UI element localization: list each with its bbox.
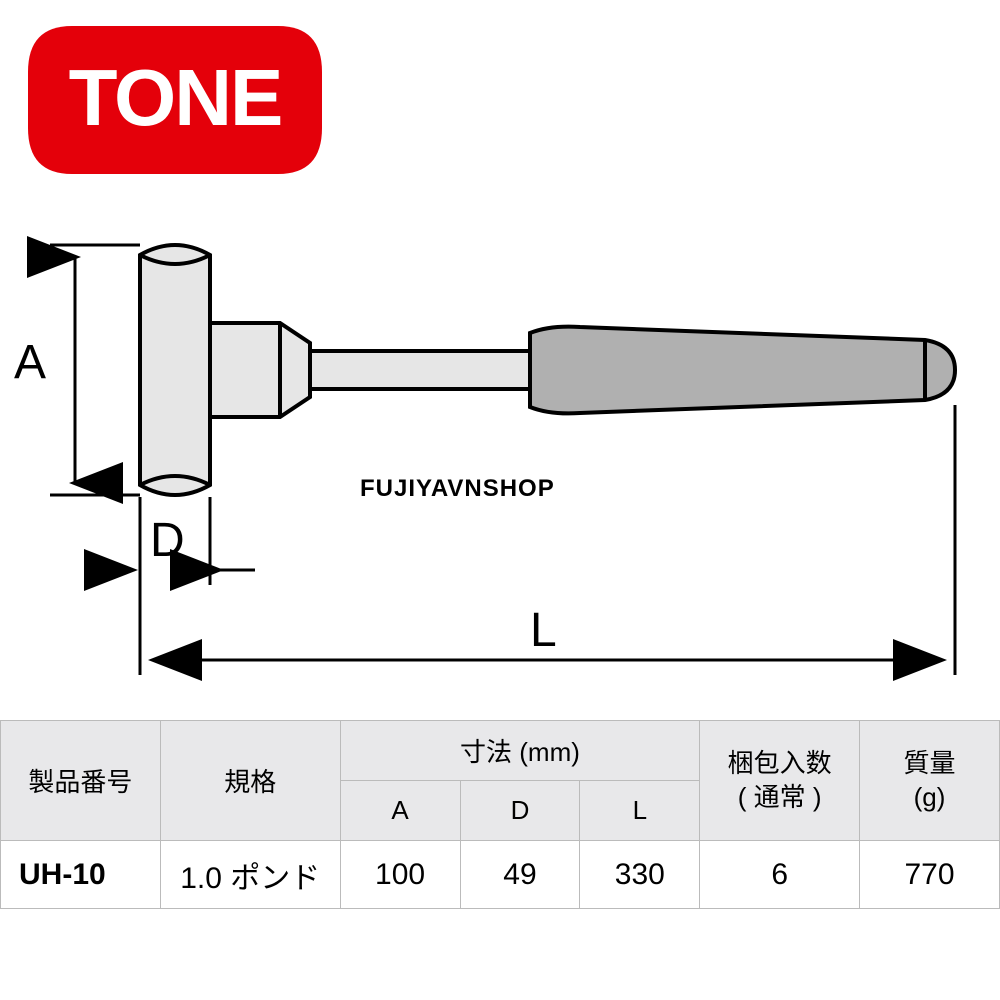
hammer-shaft bbox=[310, 351, 530, 389]
watermark-text: FUJIYAVNSHOP bbox=[360, 475, 555, 503]
brand-logo: TONE bbox=[20, 20, 330, 180]
col-dim-A: A bbox=[340, 781, 460, 841]
col-spec: 規格 bbox=[160, 721, 340, 841]
hammer-diagram: A D L FUJIYAVNSHOP bbox=[20, 215, 980, 705]
hammer-grip bbox=[530, 327, 955, 414]
col-pack-qty: 梱包入数 ( 通常 ) bbox=[700, 721, 860, 841]
col-product-no: 製品番号 bbox=[1, 721, 161, 841]
col-pack-qty-l1: 梱包入数 bbox=[728, 748, 832, 778]
label-L: L bbox=[530, 603, 557, 658]
col-dim-L: L bbox=[580, 781, 700, 841]
cell-pack-qty: 6 bbox=[700, 841, 860, 909]
cell-spec: 1.0 ポンド bbox=[160, 841, 340, 909]
logo-text: TONE bbox=[69, 52, 282, 144]
hammer-neck bbox=[210, 323, 310, 417]
label-D: D bbox=[150, 513, 185, 568]
hammer-head bbox=[140, 245, 210, 495]
diagram-svg bbox=[20, 215, 980, 705]
cell-A: 100 bbox=[340, 841, 460, 909]
table-row: UH-10 1.0 ポンド 100 49 330 6 770 bbox=[1, 841, 1000, 909]
cell-D: 49 bbox=[460, 841, 580, 909]
cell-mass: 770 bbox=[860, 841, 1000, 909]
col-dimensions: 寸法 (mm) bbox=[340, 721, 700, 781]
spec-table: 製品番号 規格 寸法 (mm) 梱包入数 ( 通常 ) 質量 (g) A D L… bbox=[0, 720, 1000, 909]
col-pack-qty-l2: ( 通常 ) bbox=[738, 782, 822, 812]
cell-L: 330 bbox=[580, 841, 700, 909]
cell-product-no: UH-10 bbox=[1, 841, 161, 909]
col-mass-l2: (g) bbox=[914, 782, 946, 812]
dimension-A bbox=[50, 245, 140, 495]
col-dim-D: D bbox=[460, 781, 580, 841]
label-A: A bbox=[14, 335, 46, 390]
col-mass: 質量 (g) bbox=[860, 721, 1000, 841]
col-mass-l1: 質量 bbox=[904, 748, 956, 778]
